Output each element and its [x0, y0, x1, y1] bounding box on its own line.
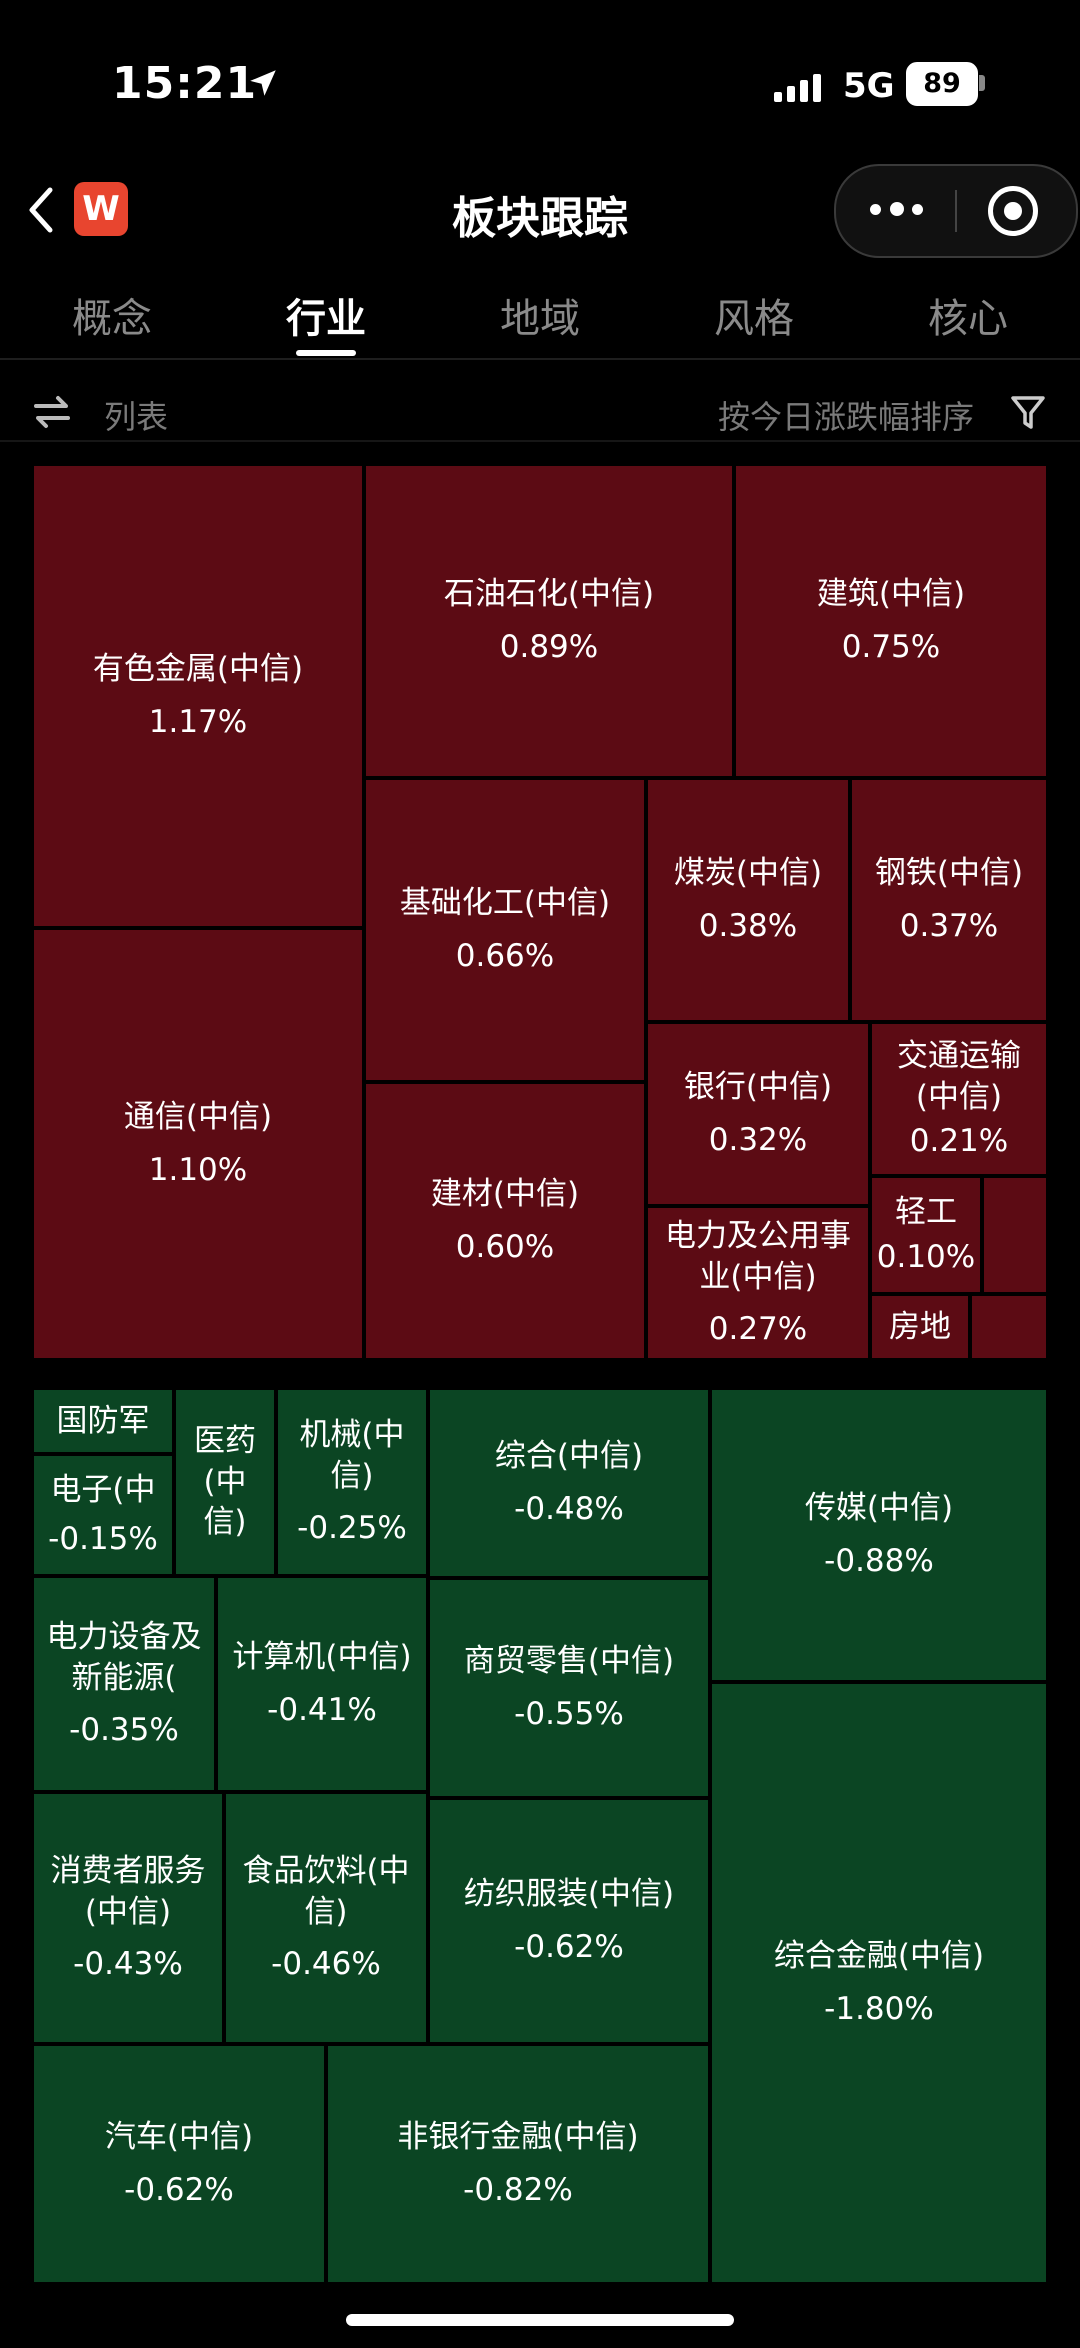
tab-concept[interactable]: 概念: [72, 296, 152, 342]
sector-tile[interactable]: 非银行金融(中信) -0.82%: [326, 2044, 710, 2284]
sector-tile[interactable]: 电子(中 -0.15%: [32, 1454, 174, 1576]
sector-tile[interactable]: 房地: [870, 1294, 970, 1360]
status-time: 15:21: [112, 58, 258, 109]
tab-core[interactable]: 核心: [928, 296, 1008, 342]
tab-region[interactable]: 地域: [500, 296, 580, 342]
sector-tile[interactable]: 通信(中信) 1.10%: [32, 928, 364, 1360]
sector-tile[interactable]: 建筑(中信) 0.75%: [734, 464, 1048, 778]
location-arrow-icon: [250, 70, 276, 96]
sort-label[interactable]: 按今日涨跌幅排序: [717, 398, 974, 436]
sector-tile[interactable]: 医药(中信): [174, 1388, 276, 1576]
active-tab-indicator: [296, 350, 356, 356]
toolbar-divider: [0, 440, 1080, 442]
tab-style[interactable]: 风格: [714, 296, 794, 342]
sector-tile[interactable]: 电力设备及新能源(-0.35%: [32, 1576, 216, 1792]
miniprogram-capsule: [834, 164, 1078, 258]
sector-tile[interactable]: [982, 1176, 1048, 1294]
app-logo: W: [74, 182, 128, 236]
page-title: 板块跟踪: [452, 193, 628, 244]
tabs-divider: [0, 358, 1080, 360]
sector-tile[interactable]: 建材(中信) 0.60%: [364, 1082, 646, 1360]
battery-level: 89: [923, 68, 961, 99]
home-indicator[interactable]: [346, 2314, 734, 2326]
sector-tile[interactable]: 汽车(中信) -0.62%: [32, 2044, 326, 2284]
sector-tile[interactable]: 食品饮料(中信) -0.46%: [224, 1792, 428, 2044]
sector-tile[interactable]: 电力及公用事业(中信) 0.27%: [646, 1206, 870, 1360]
sector-tile[interactable]: [970, 1294, 1048, 1360]
sector-tile[interactable]: 纺织服装(中信) -0.62%: [428, 1798, 710, 2044]
sector-tile[interactable]: 机械(中信) -0.25%: [276, 1388, 428, 1576]
list-view-toggle[interactable]: 列表: [104, 398, 169, 436]
sector-tile[interactable]: 消费者服务(中信) -0.43%: [32, 1792, 224, 2044]
sector-tile[interactable]: 综合(中信) -0.48%: [428, 1388, 710, 1578]
sector-tile[interactable]: 钢铁(中信) 0.37%: [850, 778, 1048, 1022]
close-target-icon[interactable]: [988, 186, 1038, 236]
sector-tile[interactable]: 轻工 0.10%: [870, 1176, 982, 1294]
filter-icon[interactable]: [1010, 394, 1046, 432]
sector-tile[interactable]: 石油石化(中信) 0.89%: [364, 464, 734, 778]
sector-tile[interactable]: 国防军: [32, 1388, 174, 1454]
sector-tile[interactable]: 交通运输(中信) 0.21%: [870, 1022, 1048, 1176]
tab-industry[interactable]: 行业: [286, 296, 366, 342]
sector-tile[interactable]: 银行(中信) 0.32%: [646, 1022, 870, 1206]
sector-tile[interactable]: 煤炭(中信) 0.38%: [646, 778, 850, 1022]
sector-tile[interactable]: 综合金融(中信) -1.80%: [710, 1682, 1048, 2284]
more-dots-icon[interactable]: [866, 194, 926, 224]
sector-tile[interactable]: 商贸零售(中信) -0.55%: [428, 1578, 710, 1798]
sector-tile[interactable]: 有色金属(中信) 1.17%: [32, 464, 364, 928]
sector-tile[interactable]: 计算机(中信) -0.41%: [216, 1576, 428, 1792]
back-chevron-icon[interactable]: [22, 180, 62, 240]
network-type: 5G: [843, 66, 895, 106]
sector-tile[interactable]: 基础化工(中信) 0.66%: [364, 778, 646, 1082]
sector-tile[interactable]: 传媒(中信) -0.88%: [710, 1388, 1048, 1682]
battery-icon: 89: [906, 62, 985, 106]
swap-view-icon[interactable]: [32, 392, 72, 432]
